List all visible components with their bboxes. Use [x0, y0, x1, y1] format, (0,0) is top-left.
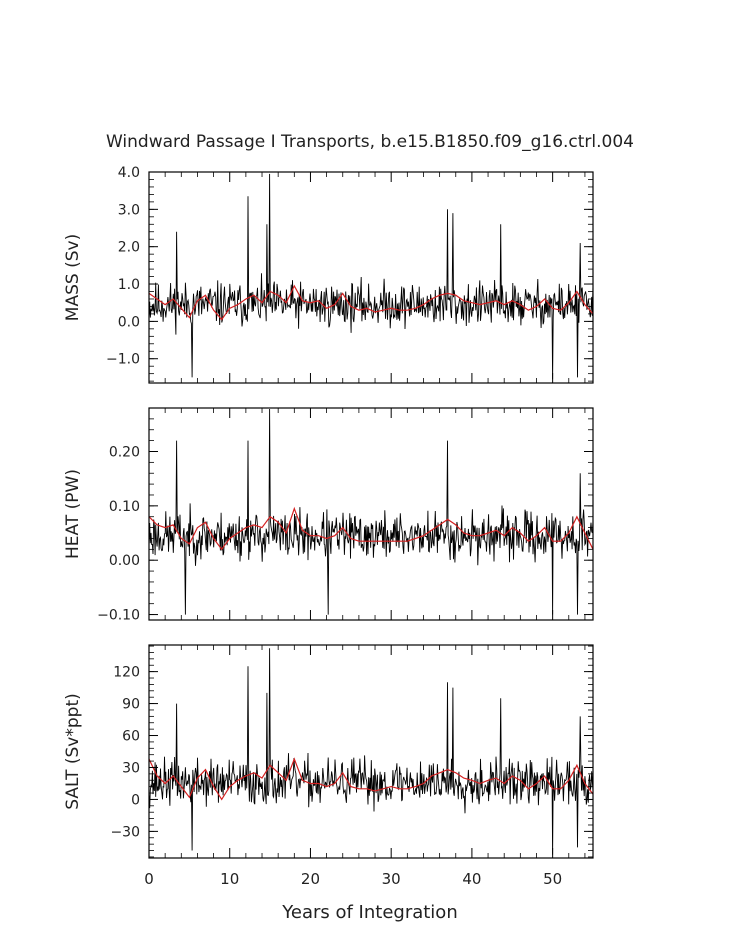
raw-series-line [148, 173, 594, 380]
y-tick-label: 0.20 [109, 444, 140, 460]
y-tick-label: −0.10 [97, 608, 140, 624]
y-tick-label: 1.0 [118, 277, 140, 293]
smoothed-series-line [148, 506, 594, 551]
panel-3: −30 0 30 60 90 120 0 10 20 30 40 50 SALT (Sv*ppt) [63, 644, 594, 888]
x-tick-label: 50 [543, 870, 562, 888]
y-tick-label: 3.0 [118, 202, 140, 218]
panel-1: −1.0 0.0 1.0 2.0 3.0 4.0 MASS (Sv) [63, 165, 594, 384]
y-axis-label: SALT (Sv*ppt) [63, 693, 83, 810]
y-tick-label: 0.0 [118, 314, 140, 330]
x-tick-label: 30 [382, 870, 401, 888]
y-tick-label: 0.00 [109, 553, 140, 569]
y-tick-label: 0 [131, 792, 140, 808]
y-tick-label: 90 [122, 697, 140, 713]
x-tick-label: 0 [144, 870, 154, 888]
smoothed-series-line [148, 757, 594, 801]
y-tick-label: 60 [122, 729, 140, 745]
x-tick-label: 40 [462, 870, 481, 888]
y-axis-label: MASS (Sv) [63, 234, 83, 321]
raw-series-line [148, 648, 594, 855]
plot-frame [148, 644, 594, 859]
y-tick-label: −1.0 [106, 352, 140, 368]
y-axis-label: HEAT (PW) [63, 469, 83, 559]
y-tick-label: 0.10 [109, 499, 140, 515]
y-tick-label: 120 [113, 665, 140, 681]
panel-2: −0.10 0.00 0.10 0.20 HEAT (PW) [63, 407, 594, 624]
y-tick-label: −30 [110, 824, 140, 840]
x-tick-label: 20 [301, 870, 320, 888]
smoothed-series-line [148, 284, 594, 321]
y-tick-label: 2.0 [118, 240, 140, 256]
chart-panels: −1.0 0.0 1.0 2.0 3.0 4.0 MASS (Sv) −0.10 0.00 0.1… [63, 165, 594, 888]
y-tick-label: 30 [122, 760, 140, 776]
x-tick-label: 10 [220, 870, 239, 888]
plot-frame [148, 407, 594, 621]
x-axis-label: Years of Integration [281, 902, 457, 923]
plot-frame [148, 171, 594, 384]
raw-series-line [148, 408, 594, 615]
y-tick-label: 4.0 [118, 165, 140, 181]
chart-title: Windward Passage I Transports, b.e15.B18… [106, 132, 634, 152]
